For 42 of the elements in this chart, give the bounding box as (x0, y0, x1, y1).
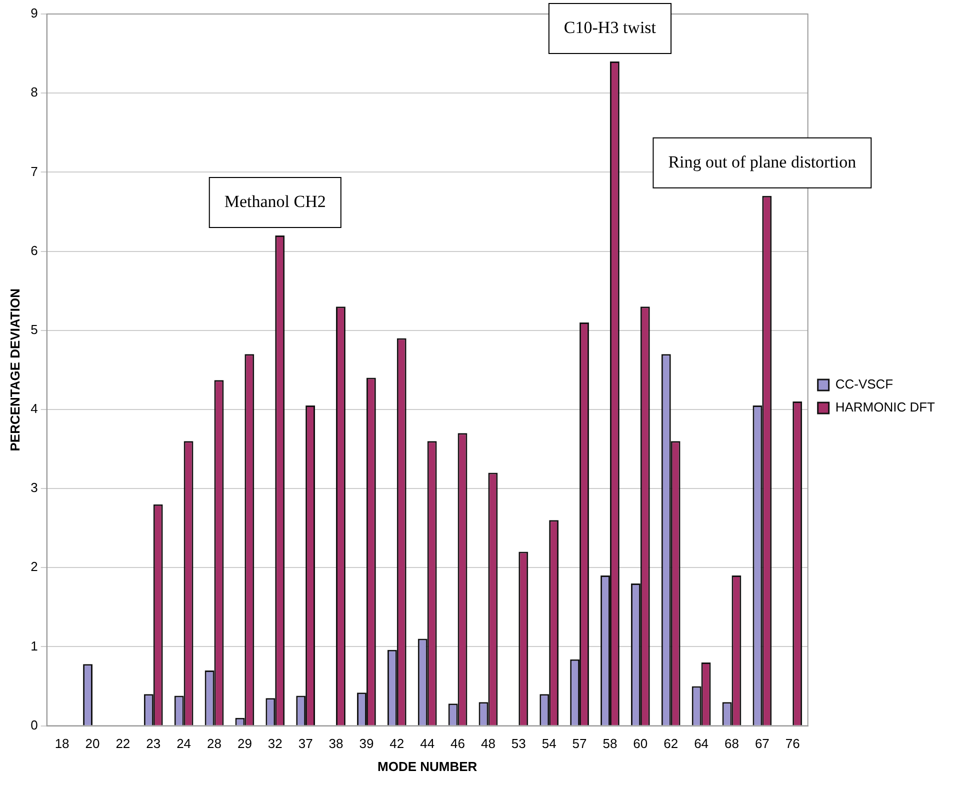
x-tick-label: 64 (694, 736, 709, 752)
x-tick-label: 57 (572, 736, 587, 752)
x-tick-label: 37 (298, 736, 313, 752)
legend-label: CC-VSCF (835, 376, 894, 392)
x-tick-label: 60 (633, 736, 648, 752)
annotation: Ring out of plane distortion (668, 152, 857, 172)
annotation: Methanol CH2 (224, 192, 326, 211)
x-tick-label: 62 (664, 736, 678, 752)
y-tick-label: 6 (30, 242, 38, 258)
y-tick-label: 2 (30, 559, 38, 574)
y-tick-label: 7 (30, 164, 38, 179)
x-tick-label: 32 (268, 736, 282, 752)
x-tick-label: 46 (450, 736, 466, 752)
y-tick-label: 8 (30, 84, 38, 100)
x-axis-title: MODE NUMBER (378, 758, 478, 774)
x-tick-label: 23 (146, 736, 161, 752)
x-tick-label: 28 (207, 736, 222, 752)
y-tick-label: 0 (30, 717, 38, 732)
x-tick-label: 22 (116, 736, 130, 752)
x-tick-label: 24 (176, 736, 192, 752)
x-tick-label: 29 (237, 736, 252, 752)
x-tick-label: 53 (511, 736, 526, 752)
y-tick-label: 5 (30, 322, 38, 337)
x-tick-label: 44 (420, 736, 435, 752)
x-tick-label: 42 (390, 736, 404, 752)
y-tick-label: 1 (30, 638, 38, 654)
y-tick-label: 9 (30, 6, 38, 21)
y-tick-label: 3 (30, 480, 38, 496)
y-axis-title: PERCENTAGE DEVIATION (7, 288, 22, 452)
x-tick-label: 54 (542, 736, 556, 752)
x-tick-label: 38 (328, 736, 344, 752)
x-tick-label: 68 (724, 736, 739, 752)
y-tick-label: 4 (30, 401, 38, 416)
x-tick-label: 18 (54, 736, 70, 752)
x-tick-label: 39 (359, 736, 374, 752)
annotation: C10-H3 twist (564, 18, 656, 37)
x-tick-label: 20 (85, 736, 100, 752)
x-tick-label: 58 (602, 736, 618, 752)
x-tick-label: 76 (785, 736, 800, 752)
x-tick-label: 67 (754, 736, 770, 752)
x-tick-label: 48 (480, 736, 496, 752)
legend-label: HARMONIC DFT (835, 400, 936, 415)
